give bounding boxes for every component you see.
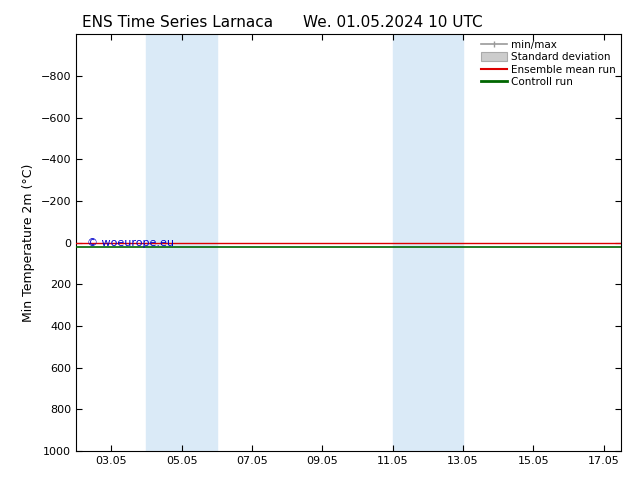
Text: © woeurope.eu: © woeurope.eu [87,238,174,247]
Text: ENS Time Series Larnaca: ENS Time Series Larnaca [82,15,273,30]
Bar [392,34,463,451]
Text: We. 01.05.2024 10 UTC: We. 01.05.2024 10 UTC [303,15,483,30]
Legend: min/max, Standard deviation, Ensemble mean run, Controll run: min/max, Standard deviation, Ensemble me… [479,37,618,89]
Y-axis label: Min Temperature 2m (°C): Min Temperature 2m (°C) [22,163,35,322]
Bar [146,34,217,451]
